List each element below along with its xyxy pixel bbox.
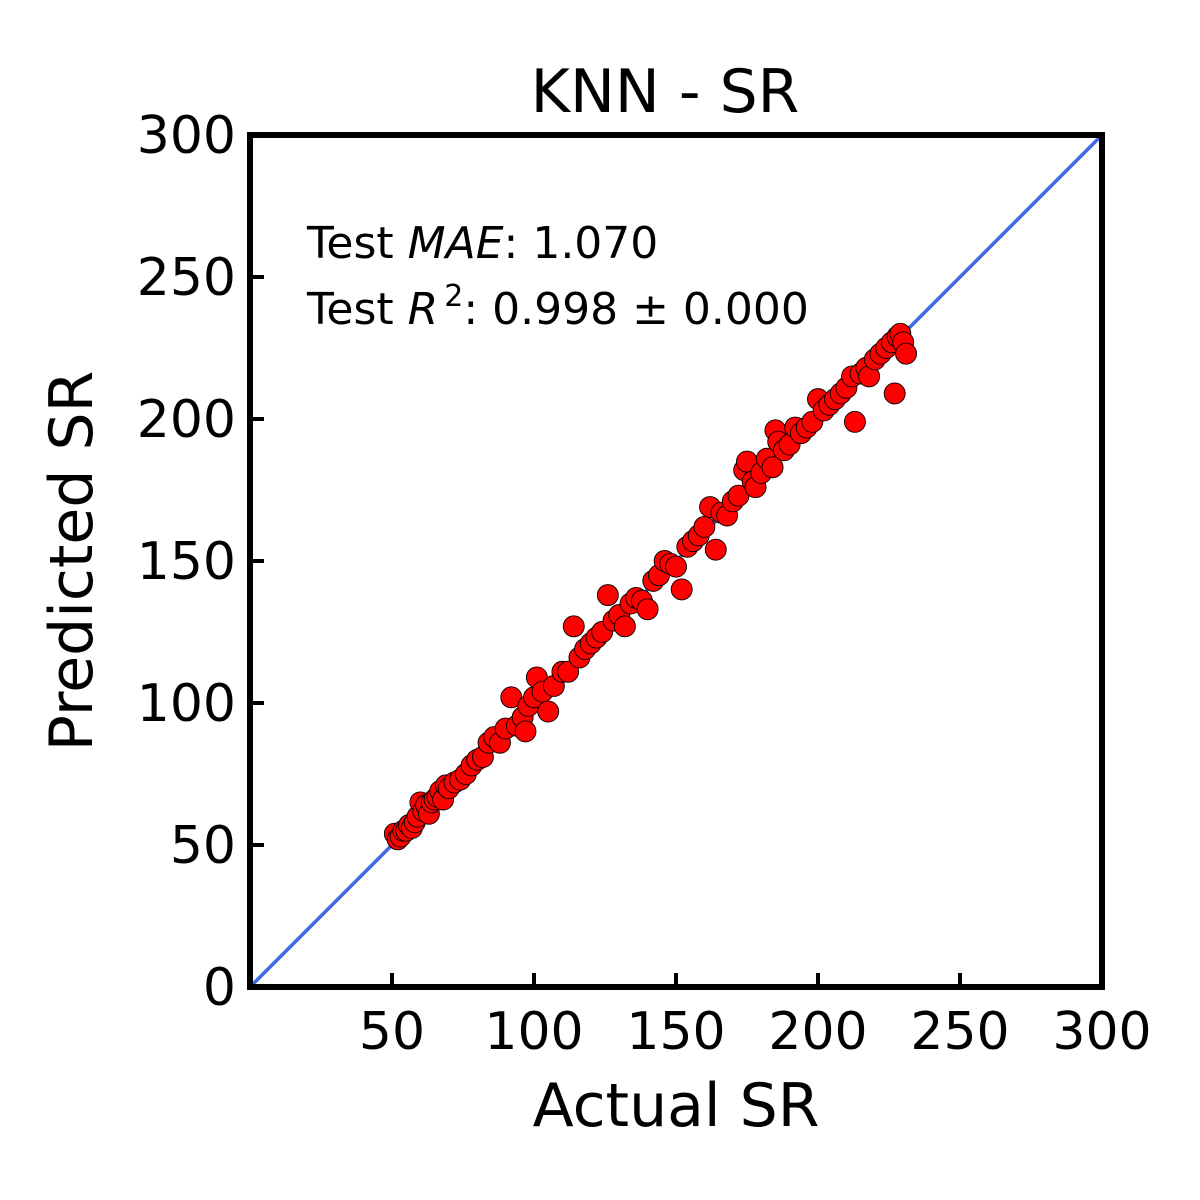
r2-prefix: Test xyxy=(306,284,408,335)
chart-title: KNN - SR xyxy=(531,57,800,127)
mae-annotation: Test MAE: 1.070 xyxy=(306,218,658,269)
y-tick-label: 200 xyxy=(137,390,236,450)
x-axis-label: Actual SR xyxy=(533,1071,820,1141)
y-tick-label: 150 xyxy=(137,532,236,592)
y-tick-label: 0 xyxy=(203,958,236,1018)
data-point xyxy=(537,700,560,723)
r2-symbol: R xyxy=(408,284,439,335)
mae-value: : 1.070 xyxy=(504,218,659,269)
y-tick-label: 100 xyxy=(137,674,236,734)
data-point xyxy=(636,598,659,621)
ticks-layer: 50 100 150 200 250 300 0 50 100 150 200 250 300 xyxy=(137,106,1152,1062)
y-tick-label: 300 xyxy=(137,106,236,166)
x-tick-label: 200 xyxy=(768,1002,867,1062)
data-point xyxy=(596,584,619,607)
data-point xyxy=(693,515,716,538)
data-point xyxy=(761,456,784,479)
points-layer xyxy=(383,322,917,851)
mae-symbol: MAE xyxy=(408,218,504,269)
data-point xyxy=(562,615,585,638)
x-tick-label: 50 xyxy=(359,1002,425,1062)
r2-exponent: 2 xyxy=(444,279,463,314)
data-point xyxy=(514,720,537,743)
x-tick-label: 100 xyxy=(484,1002,583,1062)
y-tick-label: 50 xyxy=(170,816,236,876)
data-point xyxy=(613,615,636,638)
x-tick-label: 150 xyxy=(626,1002,725,1062)
plot-frame xyxy=(247,132,1105,990)
y-axis-label: Predicted SR xyxy=(37,371,107,752)
y-tick-label: 250 xyxy=(137,248,236,308)
data-point xyxy=(883,382,906,405)
data-point xyxy=(704,538,727,561)
data-point xyxy=(665,555,687,578)
x-tick-label: 250 xyxy=(910,1002,1009,1062)
data-point xyxy=(895,342,917,365)
r2-value: : 0.998 ± 0.000 xyxy=(463,284,809,335)
mae-prefix: Test xyxy=(306,218,408,269)
r2-annotation: Test R 2: 0.998 ± 0.000 xyxy=(306,279,809,335)
x-tick-label: 300 xyxy=(1052,1002,1151,1062)
data-point xyxy=(843,410,866,433)
data-point xyxy=(670,578,693,601)
